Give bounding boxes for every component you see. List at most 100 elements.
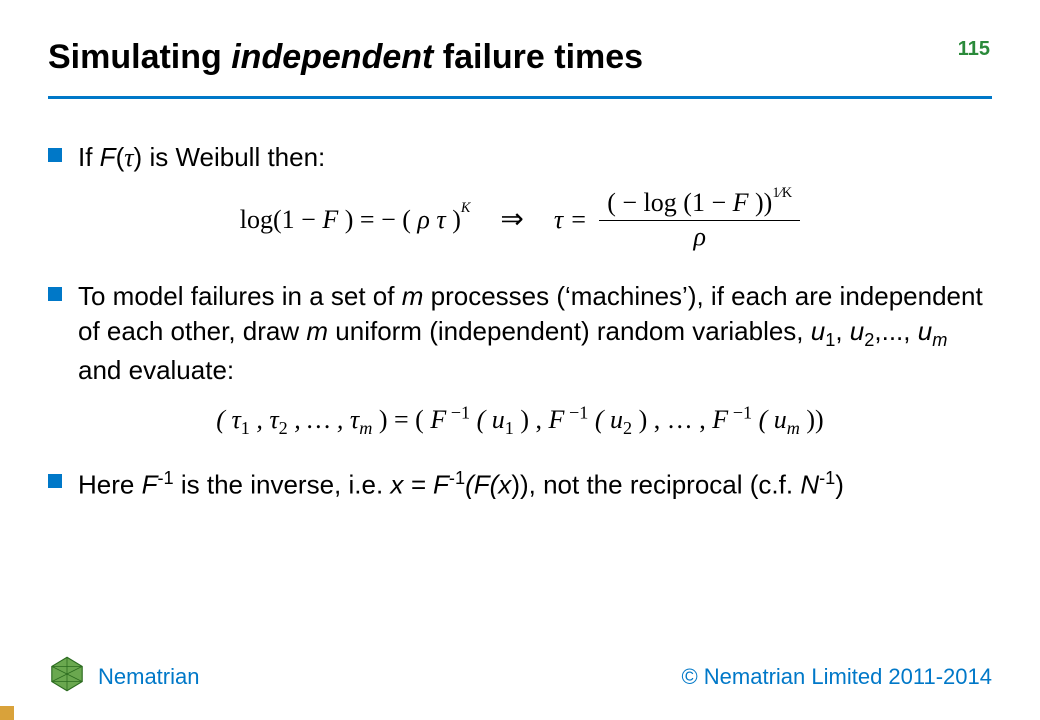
b3-mid2: , not the reciprocal (c.f.: [529, 470, 801, 500]
eq2-lhsclose: ) = (: [372, 405, 430, 434]
title-suffix: failure times: [433, 38, 643, 76]
eq1-F: F: [322, 205, 338, 234]
slide: Simulating independent failure times 115…: [0, 0, 1040, 720]
b3-fx: (F: [465, 470, 490, 500]
bullet-2: To model failures in a set of m processe…: [48, 279, 992, 388]
eq2-F2: F: [549, 405, 565, 434]
brand-logo-icon: [48, 655, 86, 698]
title-prefix: Simulating: [48, 38, 231, 76]
title-italic: independent: [231, 38, 433, 76]
eq1-close2: ): [452, 205, 461, 234]
b1-F: F: [100, 142, 116, 172]
eq2-sm: m: [359, 418, 372, 438]
b1-close: ): [134, 142, 143, 172]
eq2-s2: 2: [279, 418, 288, 438]
bullet-2-text: To model failures in a set of m processe…: [78, 279, 992, 388]
eq1-exp: 1∕K: [772, 185, 792, 201]
b2-u1: u: [811, 316, 825, 346]
b3-end: ): [835, 470, 844, 500]
equation-1: log(1 − F ) = − ( ρ τ )K ⇒ τ = ( − log (…: [48, 189, 992, 251]
eq1-implies: ⇒: [500, 205, 523, 236]
slide-footer: Nematrian © Nematrian Limited 2011-2014: [48, 655, 992, 698]
eq2-F3: F: [712, 405, 728, 434]
b3-N: N: [800, 470, 819, 500]
copyright-text: © Nematrian Limited 2011-2014: [681, 664, 992, 690]
eq2-inv1: −1: [446, 402, 470, 422]
eq2-u2s: 2: [623, 418, 632, 438]
brand-name: Nematrian: [98, 664, 199, 690]
b3-mid1: is the inverse, i.e.: [174, 470, 391, 500]
eq2-F1: F: [430, 405, 446, 434]
bullet-1: If F(τ) is Weibull then:: [48, 140, 992, 175]
b2-m2: m: [306, 316, 328, 346]
b1-pre: If: [78, 142, 100, 172]
eq2-umc: )): [800, 405, 824, 434]
b1-rest: is Weibull then:: [142, 142, 325, 172]
b2-pre: To model failures in a set of: [78, 281, 402, 311]
eq2-inv2: −1: [564, 402, 588, 422]
b2-sm: m: [932, 331, 947, 351]
eq2-c2: , … , τ: [288, 405, 359, 434]
page-number: 115: [958, 38, 990, 61]
b3-invN: -1: [819, 468, 835, 488]
eq2-inv3: −1: [728, 402, 752, 422]
b2-um: u: [918, 316, 932, 346]
b1-tau: τ: [124, 143, 133, 172]
bullet-marker: [48, 474, 62, 488]
bullet-marker: [48, 148, 62, 162]
eq2-ums: m: [787, 418, 800, 438]
b2-m1: m: [402, 281, 424, 311]
b2-c1: ,: [835, 316, 849, 346]
b3-fx2: (x: [490, 470, 512, 500]
slide-title: Simulating independent failure times: [48, 38, 643, 76]
eq1-fraction: ( − log (1 − F ))1∕K ρ: [599, 189, 800, 251]
eq1-lhs: log(1 − F ) = − ( ρ τ )K: [240, 206, 471, 235]
eq1-rhs: τ = ( − log (1 − F ))1∕K ρ: [554, 189, 800, 251]
eq1-close: ): [338, 205, 353, 234]
eq2-u2o: ( u: [588, 405, 623, 434]
equation-2: ( τ1 , τ2 , … , τm ) = ( F −1 ( u1 ) , F…: [48, 402, 992, 438]
eq2-umo: ( u: [752, 405, 787, 434]
eq2-lhs: ( τ: [216, 405, 240, 434]
eq2-u1s: 1: [505, 418, 514, 438]
eq1-numerator: ( − log (1 − F ))1∕K: [599, 189, 800, 221]
b3-inv2: -1: [449, 468, 465, 488]
eq1-numF: F: [733, 188, 749, 217]
slide-header: Simulating independent failure times: [48, 38, 992, 77]
b3-pre: Here: [78, 470, 142, 500]
b2-u2: u: [850, 316, 864, 346]
corner-decoration: [0, 706, 14, 720]
eq1-open: (1 −: [273, 205, 322, 234]
b2-mid2: uniform (independent) random variables,: [328, 316, 811, 346]
b2-s2: 2: [864, 331, 874, 351]
b2-c2: ,...,: [874, 316, 917, 346]
slide-content: If F(τ) is Weibull then: log(1 − F ) = −…: [48, 140, 992, 515]
eq1-den: ρ: [599, 221, 800, 252]
eq2-u1c: ) ,: [514, 405, 549, 434]
eq2-u2c: ) , … ,: [632, 405, 712, 434]
eq2-c1: , τ: [250, 405, 279, 434]
b1-open: (: [116, 142, 125, 172]
eq1-numopen: ( − log (1 −: [607, 188, 732, 217]
bullet-marker: [48, 287, 62, 301]
b3-fx3: )): [511, 470, 528, 500]
bullet-3-text: Here F-1 is the inverse, i.e. x = F-1(F(…: [78, 466, 844, 503]
eq2-content: ( τ1 , τ2 , … , τm ) = ( F −1 ( u1 ) , F…: [216, 405, 823, 434]
eq1-K: K: [461, 200, 471, 216]
header-rule: [48, 96, 992, 99]
bullet-1-text: If F(τ) is Weibull then:: [78, 140, 325, 175]
b2-s1: 1: [825, 331, 835, 351]
bullet-3: Here F-1 is the inverse, i.e. x = F-1(F(…: [48, 466, 992, 503]
eq2-u1o: ( u: [470, 405, 505, 434]
brand: Nematrian: [48, 655, 199, 698]
b3-F1: F: [142, 470, 158, 500]
eq2-s1: 1: [241, 418, 250, 438]
eq1-numclose: )): [749, 188, 773, 217]
eq1-taueq: τ =: [554, 206, 587, 235]
b3-x: x = F: [390, 470, 449, 500]
b2-end: and evaluate:: [78, 355, 234, 385]
eq1-eq: = − (: [353, 205, 410, 234]
b3-inv1: -1: [157, 468, 173, 488]
eq1-log: log: [240, 205, 273, 234]
eq1-rho: ρ τ: [411, 205, 452, 234]
